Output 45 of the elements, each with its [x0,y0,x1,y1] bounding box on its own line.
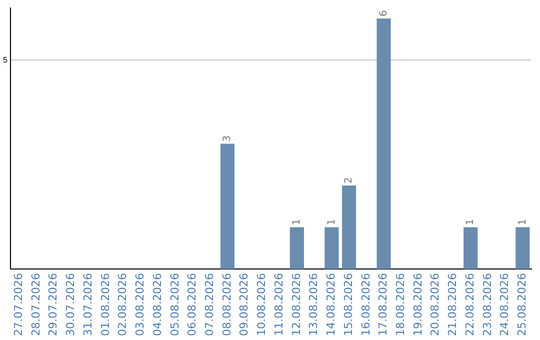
bar [376,18,391,270]
y-tick-label: 5 [2,55,8,64]
data-label: 1 [292,218,303,226]
bar [220,144,235,270]
x-tick-label: 12.08.2026 [290,273,303,336]
x-tick-label: 11.08.2026 [272,273,286,336]
x-tick-label: 14.08.2026 [324,273,338,336]
data-label: 1 [326,218,338,226]
x-tick-label: 24.08.2026 [498,273,512,336]
x-tick-label: 31.07.2026 [81,273,94,336]
x-tick-label: 20.08.2026 [428,273,442,336]
x-tick-label: 23.08.2026 [480,273,494,336]
x-tick-label: 18.08.2026 [394,273,407,336]
x-tick-label: 21.08.2026 [446,273,460,336]
bar [324,227,339,270]
bar [464,227,478,270]
data-label: 1 [465,218,476,226]
x-tick-label: 27.07.2026 [12,273,25,336]
x-tick-label: 03.08.2026 [134,273,147,336]
x-tick-label: 10.08.2026 [255,273,268,336]
bar [342,185,356,270]
x-tick-label: 29.07.2026 [46,273,60,336]
x-tick-label: 25.08.2026 [516,273,529,336]
x-tick-label: 06.08.2026 [186,273,199,336]
data-label: 6 [378,10,390,16]
data-label: 2 [344,177,355,184]
x-tick-label: 09.08.2026 [238,273,251,336]
data-label: 1 [517,218,528,226]
x-tick-label: 01.08.2026 [98,273,112,336]
x-tick-label: 07.08.2026 [202,273,216,336]
x-tick-label: 17.08.2026 [376,273,390,336]
bar [516,227,530,270]
x-tick-label: 30.07.2026 [64,273,78,336]
x-tick-label: 15.08.2026 [342,273,355,336]
x-tick-label: 19.08.2026 [411,273,424,336]
data-label: 3 [222,135,234,142]
x-tick-label: 05.08.2026 [168,273,182,336]
x-tick-label: 16.08.2026 [359,273,372,336]
x-tick-label: 02.08.2026 [116,273,130,336]
x-tick-label: 13.08.2026 [307,273,320,336]
x-tick-label: 04.08.2026 [150,273,164,336]
x-tick-label: 08.08.2026 [220,273,234,336]
x-tick-label: 22.08.2026 [463,273,476,336]
bar [290,227,304,270]
x-tick-label: 28.07.2026 [29,273,42,336]
